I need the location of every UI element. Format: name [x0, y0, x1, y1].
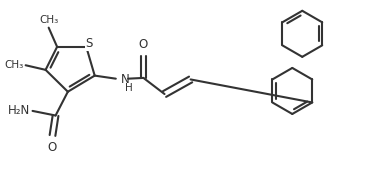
Text: H: H	[125, 82, 133, 93]
Text: H₂N: H₂N	[8, 104, 30, 117]
Text: CH₃: CH₃	[5, 60, 24, 70]
Text: N: N	[120, 73, 129, 86]
Text: S: S	[86, 37, 93, 50]
Text: O: O	[139, 38, 148, 51]
Text: CH₃: CH₃	[39, 15, 58, 25]
Text: O: O	[48, 141, 57, 154]
